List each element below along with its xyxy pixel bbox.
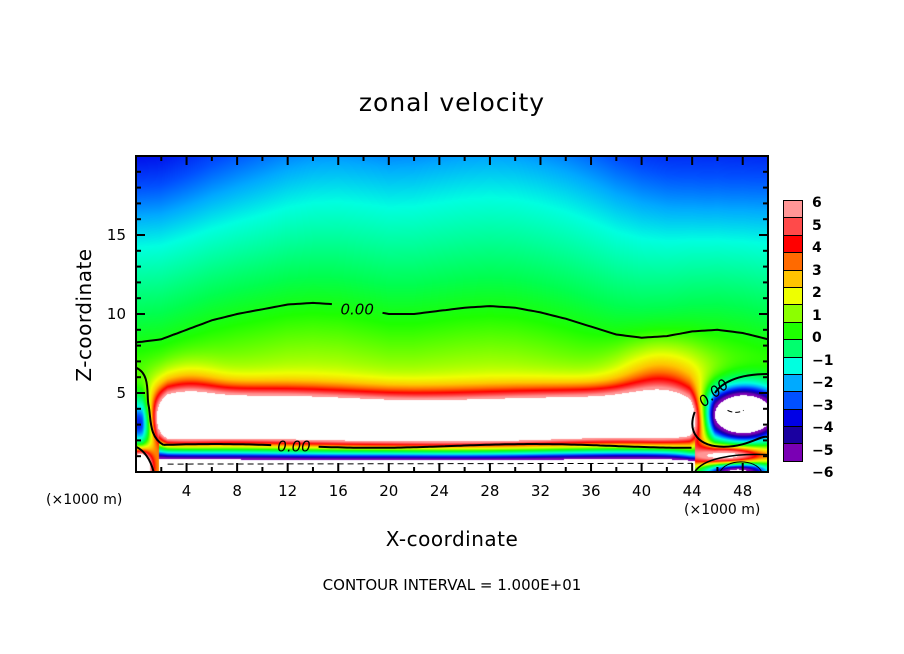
negative-contour-surface: [167, 462, 693, 465]
colorbar-label: −5: [812, 442, 834, 459]
x-tick-label: 48: [733, 482, 753, 500]
colorbar-label: 5: [812, 217, 822, 234]
colorbar-swatch: [783, 200, 803, 218]
colorbar-swatch: [783, 408, 803, 427]
colorbar-swatch: [783, 356, 803, 374]
colorbar: [783, 200, 803, 462]
colorbar-swatch: [783, 321, 803, 340]
contour-east-corner: [719, 461, 763, 473]
negative-contour-vortex: [727, 409, 744, 413]
x-tick-label: 32: [530, 482, 551, 500]
colorbar-swatch: [783, 286, 803, 305]
colorbar-label: −3: [812, 397, 834, 414]
chart-title: zonal velocity: [358, 88, 546, 117]
contour-label: 0.00: [340, 300, 373, 318]
colorbar-swatch: [783, 234, 803, 253]
colorbar-swatch: [783, 269, 803, 287]
zero-contour-east: [691, 373, 769, 448]
y-tick-label: 15: [106, 226, 126, 244]
colorbar-swatch: [783, 252, 803, 270]
x-tick-label: 36: [581, 482, 601, 500]
zero-contour-lower: [163, 443, 692, 449]
x-axis-label: X-coordinate: [0, 527, 904, 551]
contour-interval-note: CONTOUR INTERVAL = 1.000E+01: [322, 576, 582, 594]
y-tick-label: 10: [106, 305, 126, 323]
y-unit-label: (×1000 m): [46, 492, 123, 508]
contour-label: 0.00: [695, 375, 732, 410]
zero-contour-west: [135, 366, 165, 447]
x-tick-label: 44: [682, 482, 702, 500]
colorbar-label: −2: [812, 375, 834, 391]
colorbar-swatch: [783, 391, 803, 409]
x-tick-label: 24: [429, 482, 449, 500]
colorbar-swatch: [783, 373, 803, 392]
colorbar-label: 1: [812, 307, 822, 324]
colorbar-swatch: [783, 217, 803, 235]
contour-overlay: 0.00 0.00 0.00: [135, 155, 769, 473]
contour-label: 0.00: [277, 438, 310, 456]
x-tick-label: 4: [181, 482, 192, 500]
zero-contour-west-lower: [135, 445, 155, 473]
x-tick-label: 28: [480, 482, 500, 500]
x-unit-label: (×1000 m): [684, 502, 761, 518]
colorbar-label: 0: [812, 330, 822, 346]
colorbar-label: 6: [812, 195, 822, 211]
colorbar-label: 4: [812, 240, 822, 256]
colorbar-swatch: [783, 339, 803, 357]
colorbar-label: 3: [812, 262, 822, 279]
y-axis-label: Z-coordinate: [72, 248, 96, 382]
colorbar-label: 2: [812, 285, 822, 301]
x-tick-label: 16: [328, 482, 348, 500]
plot-frame: [135, 155, 769, 473]
zero-contour-upper: [135, 301, 769, 344]
colorbar-label: −6: [812, 465, 834, 481]
colorbar-swatch: [783, 304, 803, 322]
y-tick-label: 5: [116, 384, 126, 402]
plot-area: 0.00 0.00 0.00: [135, 155, 769, 473]
colorbar-label: −4: [812, 420, 834, 436]
x-axis-label-text: X-coordinate: [385, 527, 519, 551]
x-tick-label: 40: [632, 482, 652, 500]
colorbar-label: −1: [812, 352, 834, 369]
colorbar-swatch: [783, 426, 803, 444]
x-tick-label: 8: [232, 482, 242, 500]
x-tick-label: 12: [278, 482, 298, 500]
x-tick-label: 20: [379, 482, 399, 500]
zero-contour-east-lower: [694, 453, 769, 473]
colorbar-swatch: [783, 443, 803, 462]
